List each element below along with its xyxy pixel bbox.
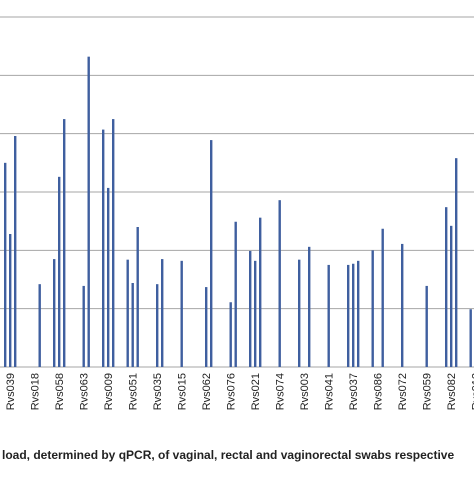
bar: [102, 130, 104, 367]
bar: [445, 207, 447, 367]
bar: [63, 119, 65, 367]
x-tick-label: Rvs018: [30, 373, 42, 410]
bar: [205, 287, 207, 367]
bar: [259, 218, 261, 367]
bar: [455, 158, 457, 367]
bar: [127, 260, 129, 367]
bar: [4, 163, 6, 367]
bar: [470, 309, 472, 367]
bar: [83, 286, 85, 367]
x-tick-label: Rvs062: [201, 373, 213, 410]
bar: [230, 302, 232, 367]
x-tick-label: Rvs035: [152, 373, 164, 410]
x-tick-label: Rvs072: [397, 373, 409, 410]
bar: [426, 286, 428, 367]
x-tick-label: Rvs021: [250, 373, 262, 410]
x-tick-label: Rvs015: [177, 373, 189, 410]
bar: [9, 234, 11, 367]
bar: [235, 222, 237, 367]
x-tick-label: Rvs037: [348, 373, 360, 410]
x-tick-label: Rvs063: [79, 373, 91, 410]
x-tick-label: Rvs039: [5, 373, 17, 410]
x-tick-label: Rvs059: [422, 373, 434, 410]
bar: [357, 261, 359, 367]
bar: [401, 244, 403, 367]
x-tick-label: Rvs086: [373, 373, 385, 410]
bar: [88, 57, 90, 367]
bar: [210, 140, 212, 367]
x-tick-label: Rvs058: [54, 373, 66, 410]
bar: [181, 261, 183, 367]
bar: [279, 200, 281, 367]
x-tick-label: Rvs012: [471, 373, 474, 410]
bar: [352, 264, 354, 367]
bar: [308, 247, 310, 367]
bar: [107, 188, 109, 367]
bar: [254, 261, 256, 367]
caption: load, determined by qPCR, of vaginal, re…: [2, 448, 454, 462]
bar: [298, 260, 300, 367]
x-tick-label: Rvs051: [128, 373, 140, 410]
x-tick-label: Rvs074: [275, 373, 287, 410]
bar: [382, 229, 384, 367]
bar: [249, 251, 251, 367]
bar: [112, 119, 114, 367]
bar: [53, 259, 55, 367]
bar: [450, 226, 452, 367]
bar: [14, 136, 16, 367]
bar: [58, 177, 60, 367]
bar: [137, 227, 139, 367]
bar: [328, 265, 330, 367]
bar: [372, 250, 374, 367]
bar: [39, 284, 41, 367]
x-tick-label: Rvs082: [446, 373, 458, 410]
bar: [161, 259, 163, 367]
bar: [132, 283, 134, 367]
bar: [347, 265, 349, 367]
x-tick-label: Rvs003: [299, 373, 311, 410]
bar: [156, 284, 158, 367]
x-tick-label: Rvs009: [103, 373, 115, 410]
x-tick-label: Rvs076: [226, 373, 238, 410]
x-tick-label: Rvs041: [324, 373, 336, 410]
